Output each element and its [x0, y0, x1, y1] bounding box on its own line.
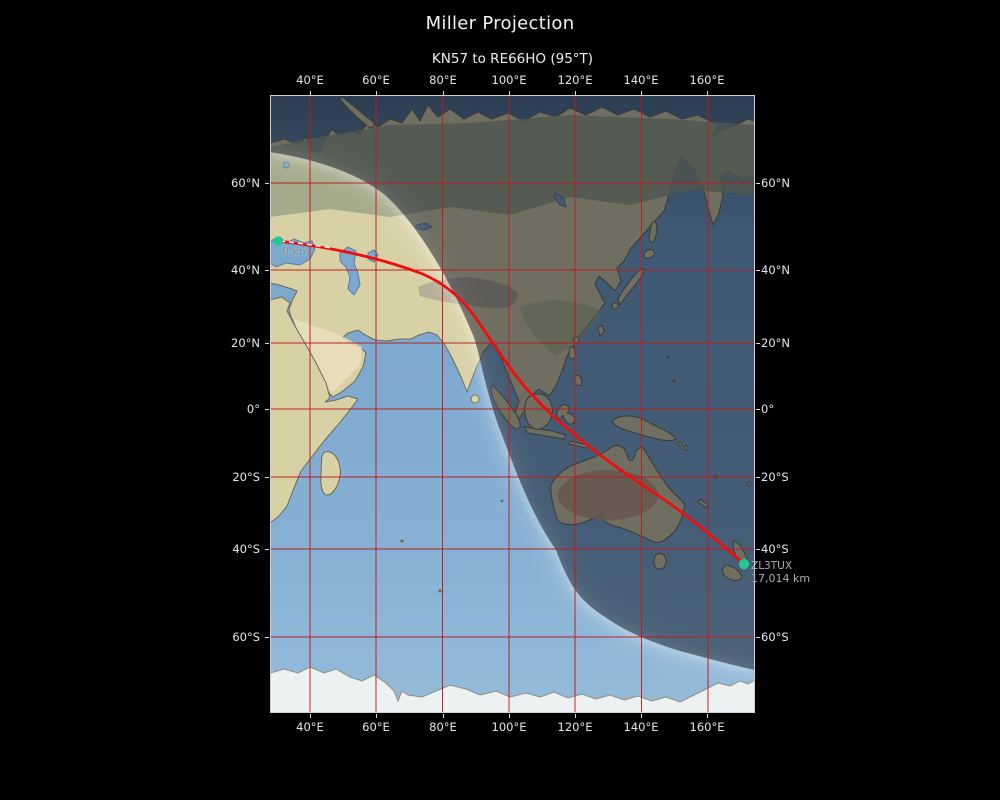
tick-mark	[265, 549, 269, 550]
route-start-distance-label: 0 km	[282, 245, 310, 258]
tick-mark	[443, 714, 444, 718]
tick-mark	[756, 343, 760, 344]
tick-mark	[310, 91, 311, 95]
world-map-svg	[267, 95, 758, 714]
x-tick-bottom: 60°E	[362, 720, 390, 734]
continent-antarctica	[269, 666, 756, 714]
island-speck	[400, 539, 404, 543]
tick-mark	[376, 714, 377, 718]
axes-spine	[270, 95, 755, 713]
x-tick-top: 140°E	[623, 73, 659, 87]
route-end-callsign-label: ZL3TUX	[751, 560, 793, 572]
tick-mark	[641, 91, 642, 95]
tick-mark	[265, 637, 269, 638]
tick-mark	[310, 714, 311, 718]
great-circle-route	[276, 239, 746, 566]
y-tick-right: 40°N	[761, 263, 790, 277]
caspian-sea	[339, 246, 361, 296]
island-speck	[500, 499, 504, 503]
route-start-dashes	[279, 240, 333, 249]
route-end-distance-label: 17,014 km	[751, 572, 811, 585]
tick-mark	[756, 270, 760, 271]
tick-mark	[575, 714, 576, 718]
terrain-arabia-sand	[294, 319, 362, 393]
tick-mark	[265, 183, 269, 184]
island-speck	[438, 589, 442, 593]
y-tick-right: 60°N	[761, 176, 790, 190]
x-tick-top: 120°E	[557, 73, 593, 87]
page-title: Miller Projection	[425, 13, 575, 34]
x-tick-top: 100°E	[491, 73, 527, 87]
x-tick-bottom: 140°E	[623, 720, 659, 734]
tick-mark	[707, 91, 708, 95]
tick-mark	[265, 409, 269, 410]
tick-mark	[641, 714, 642, 718]
y-tick-right: 20°S	[761, 470, 789, 484]
tick-mark	[575, 91, 576, 95]
y-tick-left: 0°	[246, 402, 260, 416]
tick-mark	[509, 91, 510, 95]
plot-subtitle: KN57 to RE66HO (95°T)	[431, 51, 594, 67]
graticule	[270, 95, 755, 713]
tick-mark	[376, 91, 377, 95]
tick-mark	[265, 477, 269, 478]
tick-mark	[265, 343, 269, 344]
y-tick-left: 60°N	[231, 176, 260, 190]
tick-mark	[707, 714, 708, 718]
tick-mark	[756, 637, 760, 638]
y-tick-left: 40°S	[232, 542, 260, 556]
y-tick-left: 20°S	[232, 470, 260, 484]
route-start-marker	[273, 236, 283, 246]
x-tick-bottom: 80°E	[429, 720, 457, 734]
continent-africa	[269, 296, 359, 524]
route-end-marker	[738, 558, 750, 570]
tick-mark	[756, 409, 760, 410]
tick-mark	[265, 270, 269, 271]
map-axes-area	[267, 95, 758, 714]
x-tick-top: 60°E	[362, 73, 390, 87]
island-madagascar	[320, 451, 341, 496]
night-shade	[270, 95, 755, 670]
y-tick-right: 20°N	[761, 336, 790, 350]
y-tick-right: 40°S	[761, 542, 789, 556]
x-tick-bottom: 40°E	[296, 720, 324, 734]
x-tick-bottom: 160°E	[689, 720, 725, 734]
tick-mark	[509, 714, 510, 718]
y-tick-left: 20°N	[231, 336, 260, 350]
x-tick-top: 80°E	[429, 73, 457, 87]
x-tick-top: 40°E	[296, 73, 324, 87]
x-tick-bottom: 120°E	[557, 720, 593, 734]
x-tick-top: 160°E	[689, 73, 725, 87]
tick-mark	[756, 477, 760, 478]
y-tick-right: 60°S	[761, 630, 789, 644]
y-tick-right: 0°	[761, 402, 775, 416]
tick-mark	[756, 183, 760, 184]
tick-mark	[443, 91, 444, 95]
y-tick-left: 40°N	[231, 263, 260, 277]
tick-mark	[756, 549, 760, 550]
y-tick-left: 60°S	[232, 630, 260, 644]
x-tick-bottom: 100°E	[491, 720, 527, 734]
